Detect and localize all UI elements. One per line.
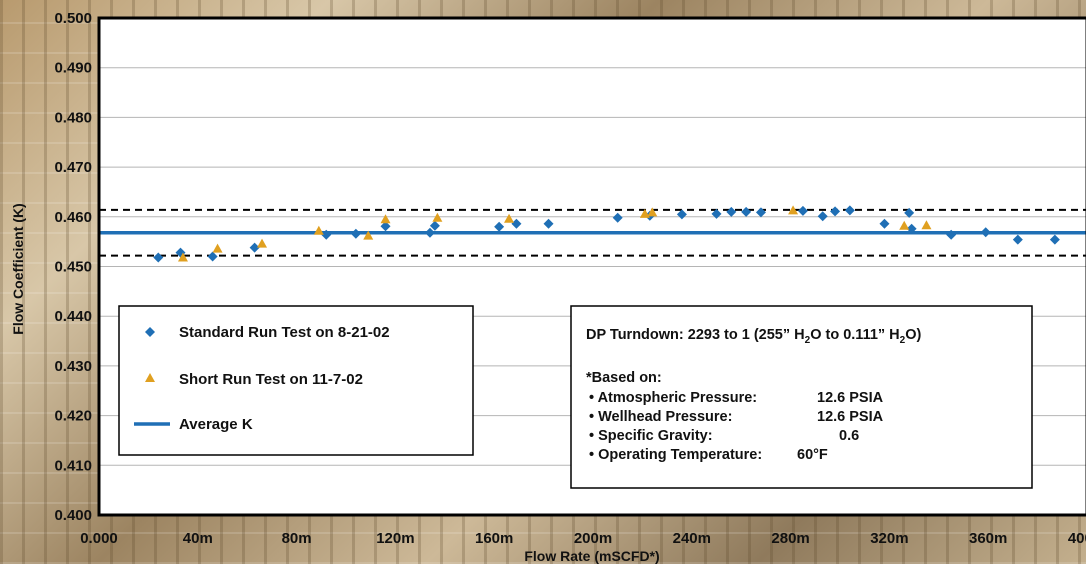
standard-run-point — [321, 229, 332, 240]
standard-run-point — [494, 221, 505, 232]
standard-run-point — [946, 229, 957, 240]
short-run-point — [504, 213, 515, 223]
y-tick-labels: 0.400 0.410 0.420 0.430 0.440 0.450 0.460 0.470… — [54, 10, 92, 524]
condition-label-3: • Operating Temperature: — [589, 447, 762, 463]
dp-turndown-text: DP Turndown: 2293 to 1 (255” H2O to 0.11… — [586, 327, 921, 346]
short-run-point — [788, 205, 799, 215]
x-tick-label: 320m — [870, 530, 908, 547]
x-tick-label: 0.000 — [80, 530, 118, 547]
x-tick-label: 80m — [282, 530, 312, 547]
y-tick-label: 0.490 — [54, 60, 92, 77]
standard-run-point — [817, 211, 828, 222]
x-tick-labels: 0.000 40m 80m 120m 160m 200m 240m 280m 320m 360m 4… — [80, 530, 1086, 547]
condition-value-1: 12.6 PSIA — [817, 409, 884, 425]
standard-run-point — [424, 227, 435, 238]
y-tick-label: 0.470 — [54, 159, 92, 176]
y-axis-title: Flow Coefficient (K) — [10, 203, 26, 334]
standard-run-point — [1012, 234, 1023, 245]
standard-run-point — [175, 247, 186, 258]
standard-run-point — [980, 227, 991, 238]
standard-run-point — [726, 206, 737, 217]
standard-run-point — [830, 206, 841, 217]
x-tick-label: 280m — [771, 530, 809, 547]
short-run-point — [921, 220, 932, 230]
standard-run-point — [906, 223, 917, 234]
standard-run-point — [711, 208, 722, 219]
data-points — [153, 205, 1060, 263]
y-tick-label: 0.480 — [54, 109, 92, 126]
legend-label-standard-run: Standard Run Test on 8-21-02 — [179, 324, 390, 341]
short-run-point — [212, 243, 223, 253]
legend-triangle-marker — [145, 373, 155, 382]
legend-label-average-k: Average K — [179, 416, 253, 433]
y-tick-label: 0.430 — [54, 358, 92, 375]
y-tick-label: 0.410 — [54, 457, 92, 474]
x-tick-label: 120m — [376, 530, 414, 547]
standard-run-point — [207, 251, 218, 262]
standard-run-point — [380, 221, 391, 232]
subscript-2: 2 — [805, 335, 811, 346]
standard-run-point — [511, 218, 522, 229]
standard-run-point — [844, 205, 855, 216]
legend-diamond-marker — [145, 327, 155, 337]
short-run-point — [257, 238, 268, 248]
standard-run-point — [249, 242, 260, 253]
x-tick-label: 360m — [969, 530, 1007, 547]
standard-run-point — [429, 220, 440, 231]
standard-run-point — [676, 209, 687, 220]
x-tick-label: 160m — [475, 530, 513, 547]
x-axis-title: Flow Rate (mSCFD*) — [524, 548, 659, 564]
short-run-point — [313, 225, 324, 235]
short-run-point — [647, 207, 658, 217]
legend: Standard Run Test on 8-21-02 Short Run T… — [118, 305, 474, 456]
x-tick-label: 400m — [1068, 530, 1086, 547]
short-run-point — [363, 230, 374, 240]
standard-run-point — [350, 228, 361, 239]
condition-label-1: • Wellhead Pressure: — [589, 409, 732, 425]
standard-run-point — [741, 206, 752, 217]
y-tick-label: 0.420 — [54, 408, 92, 425]
subscript-2: 2 — [900, 335, 906, 346]
y-tick-label: 0.450 — [54, 259, 92, 276]
short-run-point — [899, 220, 910, 230]
notes-box: DP Turndown: 2293 to 1 (255” H2O to 0.11… — [570, 305, 1033, 489]
standard-run-point — [153, 252, 164, 263]
legend-label-short-run: Short Run Test on 11-7-02 — [179, 371, 363, 388]
based-on-text: *Based on: — [586, 370, 662, 386]
condition-value-2: 0.6 — [839, 428, 859, 444]
y-tick-label: 0.440 — [54, 308, 92, 325]
x-tick-label: 200m — [574, 530, 612, 547]
standard-run-point — [1049, 234, 1060, 245]
short-run-point — [380, 214, 391, 224]
x-tick-label: 240m — [673, 530, 711, 547]
standard-run-point — [543, 218, 554, 229]
y-tick-label: 0.460 — [54, 209, 92, 226]
short-run-point — [639, 208, 650, 218]
standard-run-point — [755, 207, 766, 218]
condition-value-0: 12.6 PSIA — [817, 390, 884, 406]
condition-label-0: • Atmospheric Pressure: — [589, 390, 757, 406]
condition-value-3: 60°F — [797, 447, 828, 463]
x-tick-label: 40m — [183, 530, 213, 547]
y-tick-label: 0.400 — [54, 507, 92, 524]
standard-run-point — [797, 205, 808, 216]
reference-lines — [99, 208, 1086, 257]
condition-label-2: • Specific Gravity: — [589, 428, 713, 444]
short-run-point — [177, 252, 188, 262]
y-tick-label: 0.500 — [54, 10, 92, 27]
standard-run-point — [612, 212, 623, 223]
standard-run-point — [879, 218, 890, 229]
plot-frame — [97, 16, 1086, 517]
short-run-point — [432, 212, 443, 222]
standard-run-point — [904, 207, 915, 218]
